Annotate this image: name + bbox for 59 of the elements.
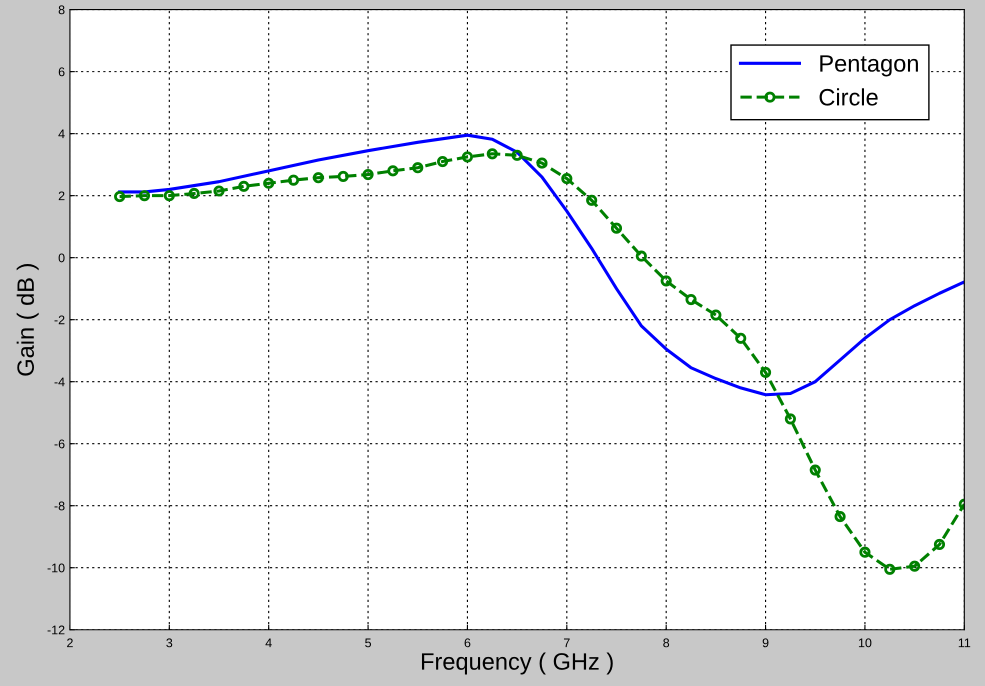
x-tick-label: 5 xyxy=(365,638,372,648)
point xyxy=(362,169,374,180)
point xyxy=(188,188,200,200)
point xyxy=(288,174,300,186)
y-tick-label: 4 xyxy=(58,130,65,138)
point xyxy=(810,464,821,476)
x-axis-title: Frequency ( GHz ) xyxy=(422,652,613,675)
point xyxy=(387,165,398,176)
x-tick-label: 11 xyxy=(958,638,970,648)
point xyxy=(238,180,250,192)
point xyxy=(213,185,225,197)
point xyxy=(909,560,920,572)
point xyxy=(784,413,796,424)
x-tick-label: 10 xyxy=(858,638,872,648)
point xyxy=(437,156,448,168)
y-tick-label: -8 xyxy=(54,502,65,510)
point xyxy=(610,222,622,234)
point xyxy=(561,173,572,184)
y-axis-title: Gain ( dB ) xyxy=(16,264,39,376)
x-tick-label: 9 xyxy=(762,638,768,648)
point xyxy=(884,564,896,575)
y-tick-label: -2 xyxy=(54,315,64,324)
point xyxy=(710,309,722,321)
point xyxy=(164,190,175,202)
legend-label: Circle xyxy=(820,88,878,106)
point xyxy=(338,170,349,182)
point xyxy=(834,511,846,522)
point xyxy=(735,332,746,344)
y-tick-label: 0 xyxy=(58,253,65,262)
x-tick-label: 7 xyxy=(564,638,570,648)
point xyxy=(312,172,324,184)
y-tick-label: 2 xyxy=(58,191,64,200)
y-tick-label: -4 xyxy=(54,378,65,386)
point xyxy=(685,294,697,306)
point xyxy=(462,151,473,162)
y-tick-label: 6 xyxy=(58,67,65,76)
point xyxy=(934,538,946,550)
point xyxy=(263,178,274,189)
point xyxy=(536,158,548,169)
point xyxy=(412,162,424,174)
y-tick-label: 8 xyxy=(58,5,65,14)
point xyxy=(660,275,672,286)
point xyxy=(859,546,870,558)
x-tick-label: 3 xyxy=(166,638,172,648)
point xyxy=(138,190,150,202)
x-tick-label: 6 xyxy=(464,638,470,648)
y-tick-label: -6 xyxy=(54,440,65,448)
x-tick-label: 2 xyxy=(67,638,73,648)
y-tick-label: -10 xyxy=(48,564,65,572)
legend-label: Pentagon xyxy=(820,55,918,76)
point xyxy=(486,148,498,160)
point xyxy=(114,191,126,202)
x-tick-label: 8 xyxy=(663,638,670,648)
point xyxy=(636,250,647,262)
y-tick-label: -12 xyxy=(48,626,64,634)
point xyxy=(586,194,598,206)
point xyxy=(512,150,523,161)
point xyxy=(760,366,772,378)
x-tick-label: 4 xyxy=(266,638,272,648)
